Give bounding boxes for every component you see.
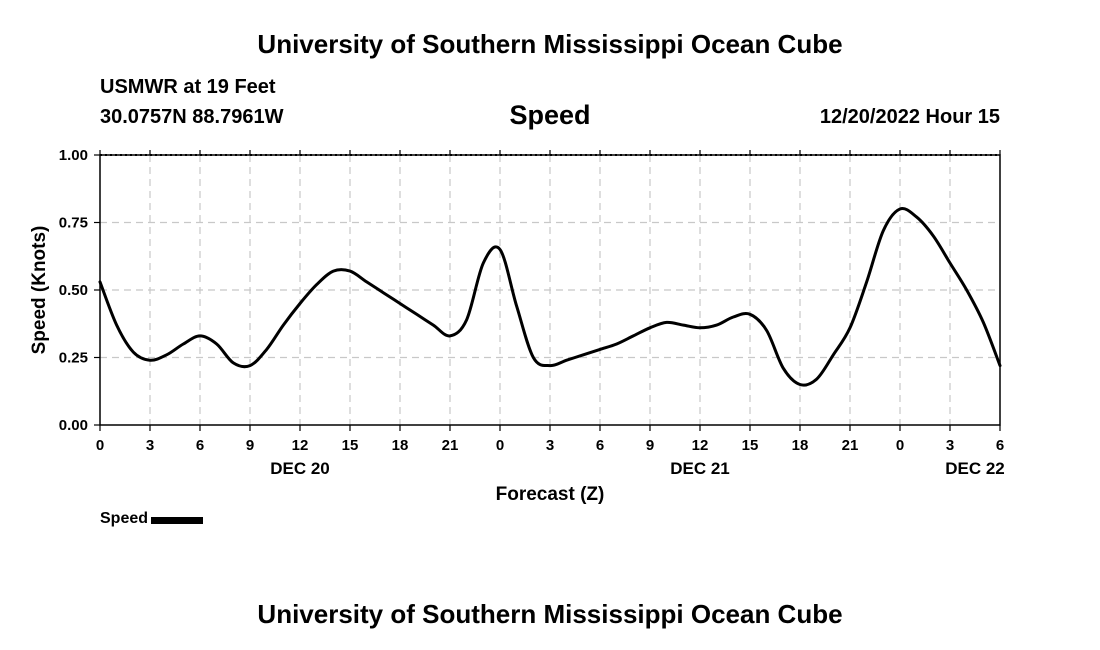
x-tick-label: 21 <box>442 437 459 454</box>
datetime-label: 12/20/2022 Hour 15 <box>819 106 1000 128</box>
x-tick-label: 18 <box>392 437 409 454</box>
x-tick-label: 3 <box>146 437 154 454</box>
day-label: DEC 22 <box>945 459 1005 478</box>
legend: Speed <box>100 510 204 528</box>
x-tick-label: 0 <box>496 437 504 454</box>
x-tick-label: 21 <box>842 437 859 454</box>
x-tick-label: 9 <box>246 437 254 454</box>
y-axis-label: Speed (Knots) <box>29 226 50 355</box>
grid-lines <box>100 155 1000 425</box>
x-tick-label: 12 <box>292 437 309 454</box>
station-label: USMWR at 19 Feet <box>100 76 276 98</box>
x-tick-label: 3 <box>546 437 554 454</box>
x-tick-label: 6 <box>196 437 204 454</box>
x-tick-label: 0 <box>896 437 904 454</box>
chart-title: Speed <box>509 100 591 130</box>
x-tick-label: 6 <box>596 437 604 454</box>
x-tick-label: 18 <box>792 437 809 454</box>
x-tick-label: 0 <box>96 437 104 454</box>
coordinates-label: 30.0757N 88.7961W <box>100 106 284 128</box>
y-tick-label: 0.00 <box>59 417 88 434</box>
day-label: DEC 20 <box>270 459 330 478</box>
x-tick-label: 6 <box>996 437 1004 454</box>
x-axis-label: Forecast (Z) <box>496 484 605 505</box>
x-tick-label: 15 <box>742 437 759 454</box>
x-tick-label: 3 <box>946 437 954 454</box>
day-label: DEC 21 <box>670 459 730 478</box>
y-tick-label: 0.50 <box>59 282 88 299</box>
footer-title: University of Southern Mississippi Ocean… <box>257 599 843 629</box>
x-tick-label: 9 <box>646 437 654 454</box>
y-tick-label: 0.25 <box>59 350 88 367</box>
page-title: University of Southern Mississippi Ocean… <box>257 29 843 59</box>
x-tick-label: 15 <box>342 437 359 454</box>
legend-label: Speed <box>100 510 149 527</box>
legend-swatch <box>151 517 204 524</box>
tick-labels: 0 3 6 9 12 15 18 21 0 3 6 9 12 15 18 21 0 3 6 0.00 0.25 0.50 0… <box>59 147 1005 478</box>
y-tick-label: 0.75 <box>59 215 88 232</box>
speed-series-line <box>98 207 1002 387</box>
y-tick-label: 1.00 <box>59 147 88 164</box>
x-tick-label: 12 <box>692 437 709 454</box>
axis-ticks <box>94 150 1001 431</box>
